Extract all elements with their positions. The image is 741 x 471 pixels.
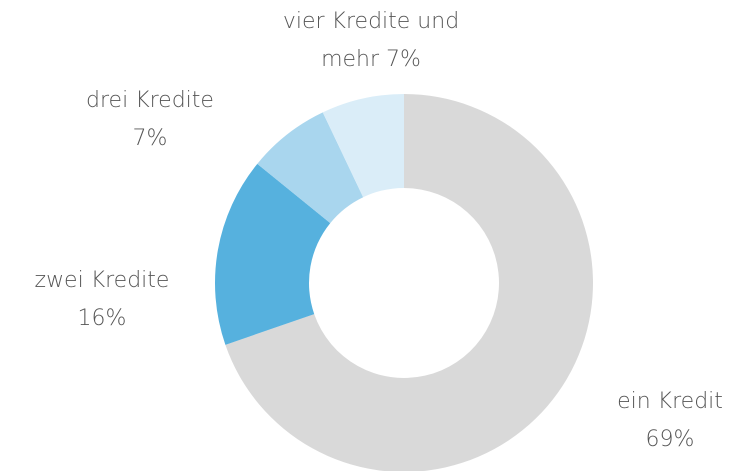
value-label: 7% <box>386 47 421 72</box>
donut-slice <box>225 94 593 471</box>
donut-slice <box>215 163 331 345</box>
category-label: vier Kredite und mehr <box>282 9 460 72</box>
value-label: 69% <box>645 427 695 452</box>
value-label: 7% <box>132 126 168 151</box>
category-label: drei Kredite <box>86 88 214 113</box>
slice-label: drei Kredite 7% <box>50 82 250 158</box>
slice-label: zwei Kredite 16% <box>0 262 212 338</box>
category-label: ein Kredit <box>617 389 723 414</box>
category-label: zwei Kredite <box>34 268 170 293</box>
value-label: 16% <box>77 306 127 331</box>
slice-label: ein Kredit 69% <box>570 383 741 459</box>
donut-slice <box>322 94 404 198</box>
donut-slice <box>257 112 364 224</box>
slice-label: vier Kredite und mehr 7% <box>279 3 464 79</box>
